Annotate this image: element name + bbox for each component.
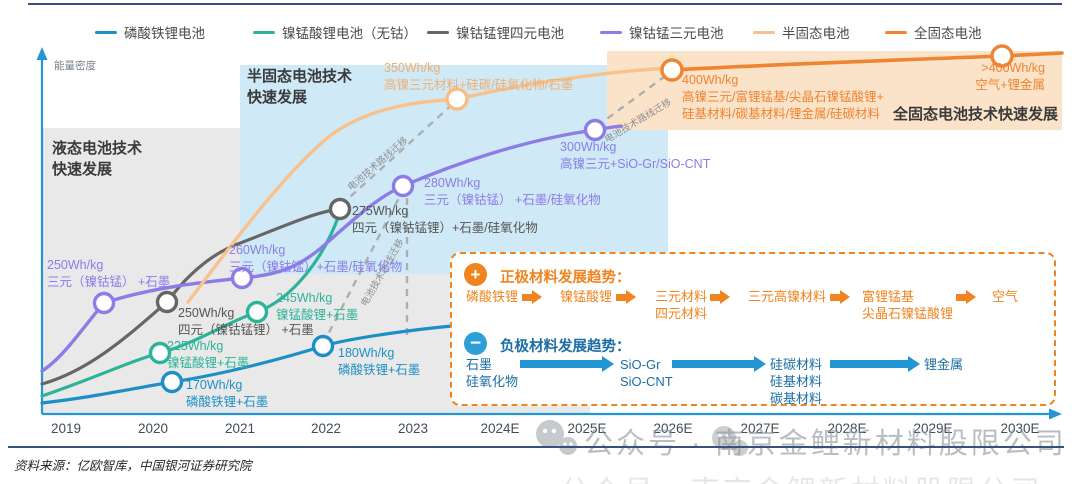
x-tick: 2028E <box>827 421 867 436</box>
x-tick: 2019 <box>50 421 82 436</box>
series-color-swatch <box>753 30 775 34</box>
point-label: 275Wh/kg 四元（镍钴锰锂）+石墨/硅氧化物 <box>352 204 538 235</box>
arrow-icon <box>830 290 850 304</box>
x-tick: 2026E <box>653 421 693 436</box>
x-tick: 2027E <box>740 421 780 436</box>
point-label: 225Wh/kg 镍锰酸锂+石墨 <box>167 339 250 370</box>
legend-item-semisolid: 半固态电池 <box>753 24 850 41</box>
cathode-trend-title: 正极材料发展趋势： <box>500 270 631 286</box>
bottom-rule <box>8 446 1064 448</box>
cathode-item: 空气 <box>992 289 1019 304</box>
x-tick: 2021 <box>224 421 256 436</box>
point-label: 280Wh/kg 三元（镍钴锰） +石墨/硅氧化物 <box>424 176 601 207</box>
materials-trend-box: + 正极材料发展趋势： 磷酸铁锂 镍锰酸锂 三元材料 四元材料 三元高镍材料 富… <box>450 252 1056 406</box>
point-label: 260Wh/kg 三元（镍钴锰）+石墨/硅氧化物 <box>229 243 403 274</box>
legend-label: 磷酸铁锂电池 <box>124 26 205 41</box>
minus-icon: − <box>464 332 487 355</box>
arrow-icon <box>616 290 636 304</box>
anode-item: 锂金属 <box>924 357 964 372</box>
anode-item: 石墨 硅氧化物 <box>466 357 519 389</box>
legend-item-solid: 全固态电池 <box>885 24 982 41</box>
arrow-icon <box>522 290 542 304</box>
x-tick: 2022 <box>310 421 342 436</box>
arrow-icon <box>672 356 766 372</box>
top-rule <box>28 3 1062 5</box>
cathode-item: 镍锰酸锂 <box>560 289 613 304</box>
cathode-item: 磷酸铁锂 <box>466 289 519 304</box>
liquid-phase-label: 液态电池技术 快速发展 <box>52 140 143 178</box>
wechat-icon <box>712 426 748 456</box>
y-axis-label: 能量密度 <box>54 60 96 72</box>
cathode-item: 三元材料 四元材料 <box>655 289 708 321</box>
series-color-swatch <box>427 30 449 34</box>
point-label: 250Wh/kg 四元（镍钴锰锂） +石墨 <box>178 306 314 337</box>
arrow-icon <box>520 356 614 372</box>
anode-item: 硅碳材料 硅基材料 碳基材料 <box>770 357 823 406</box>
series-color-swatch <box>95 30 117 34</box>
anode-item: SiO-Gr SiO-CNT <box>620 357 673 389</box>
legend-label: 半固态电池 <box>782 26 850 41</box>
point-label: 400Wh/kg 高镍三元/富锂锰基/尖晶石镍锰酸锂+ 硅基材料/碳基材料/锂金… <box>682 73 884 121</box>
y-axis-arrow-icon <box>36 47 48 60</box>
legend-label: 全固态电池 <box>914 26 982 41</box>
x-tick: 2024E <box>480 421 520 436</box>
arrow-icon <box>710 290 730 304</box>
semisolid-phase-label: 半固态电池技术 快速发展 <box>247 68 353 106</box>
x-tick: 2025E <box>567 421 607 436</box>
watermark-text: 公众号 · 南京金鲤新材料股限公司 <box>584 428 1067 460</box>
legend-item-lfp: 磷酸铁锂电池 <box>95 24 205 41</box>
x-tick: 2029E <box>913 421 953 436</box>
point-label: 250Wh/kg 三元（镍钴锰） +石墨 <box>47 258 171 289</box>
plus-icon: + <box>464 263 487 286</box>
point-label: >400Wh/kg 空气+锂金属 <box>975 61 1045 92</box>
arrow-icon <box>830 356 920 372</box>
x-tick: 2020 <box>137 421 169 436</box>
legend-label: 镍钴锰三元电池 <box>629 26 724 41</box>
legend-item-quaternary: 镍钴锰锂四元电池 <box>427 24 564 41</box>
point-label: 180Wh/kg 磷酸铁锂+石墨 <box>338 346 421 377</box>
solid-phase-label: 全固态电池技术快速发展 <box>893 106 1059 123</box>
legend-item-ncm: 镍钴锰三元电池 <box>600 24 724 41</box>
cathode-item: 富锂锰基 尖晶石镍锰酸锂 <box>862 289 954 321</box>
point-label: 300Wh/kg 高镍三元+SiO-Gr/SiO-CNT <box>560 140 711 171</box>
x-tick: 2030E <box>1000 421 1040 436</box>
cathode-item: 三元高镍材料 <box>748 289 827 304</box>
legend-label: 镍钴锰锂四元电池 <box>456 26 564 41</box>
x-tick: 2023 <box>397 421 429 436</box>
watermark-text-faint: 公众号 · 南京金鲤新材料股限公司 <box>560 468 1043 484</box>
point-label: 350Wh/kg 高镍三元材料+硅碳/硅氧化物/石墨 <box>384 61 574 92</box>
x-axis-arrow-icon <box>1049 408 1062 420</box>
series-color-swatch <box>253 30 275 34</box>
arrow-icon <box>956 290 976 304</box>
legend-label: 镍锰酸锂电池（无钴） <box>282 26 417 41</box>
point-label: 170Wh/kg 磷酸铁锂+石墨 <box>186 378 269 409</box>
wechat-icon <box>536 420 577 455</box>
series-color-swatch <box>885 30 907 34</box>
point-label: 245Wh/kg 镍锰酸锂+石墨 <box>276 291 359 322</box>
source-note: 资料来源：亿欧智库，中国银河证券研究院 <box>14 459 252 473</box>
series-color-swatch <box>600 30 622 34</box>
anode-trend-title: 负极材料发展趋势： <box>500 339 631 355</box>
legend-item-lnmo: 镍锰酸锂电池（无钴） <box>253 24 417 41</box>
